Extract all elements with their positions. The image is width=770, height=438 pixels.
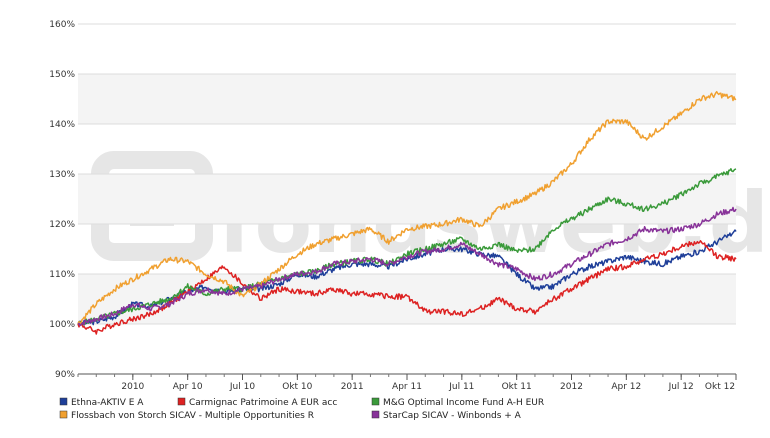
x-tick-label: Apr 10 [173,382,203,392]
x-tick-label: 2010 [121,382,144,392]
x-tick-label: Okt 12 [705,382,735,392]
x-tick-label: 2012 [560,382,583,392]
x-tick-label: Jul 12 [668,382,694,392]
x-tick-label: Okt 10 [282,382,312,392]
legend-label: Ethna-AKTIV E A [71,398,144,408]
y-tick-label: 90% [55,370,75,380]
series-line [77,90,737,325]
legend-swatch [371,410,380,419]
y-tick-label: 160% [49,20,75,30]
x-tick-label: Okt 11 [502,382,532,392]
x-tick-label: Jul 10 [229,382,255,392]
x-axis: 2010 Apr 10 Jul 10 Okt 10 2011 Apr 11 Jul 11 Ok… [77,373,737,392]
legend-label: M&G Optimal Income Fund A-H EUR [383,398,544,408]
legend-label: StarCap SICAV - Winbonds + A [383,411,522,421]
plot-bands [78,74,736,324]
legend-label: Carmignac Patrimoine A EUR acc [189,398,337,408]
legend: Ethna-AKTIV E A Carmignac Patrimoine A EU… [59,397,544,421]
y-tick-label: 110% [49,270,75,280]
series-line [77,168,737,326]
plot-band [78,74,736,124]
x-tick-label: Apr 12 [611,382,641,392]
x-tick-label: 2011 [341,382,364,392]
y-tick-label: 100% [49,320,75,330]
y-tick-label: 150% [49,70,75,80]
x-tick-label: Jul 11 [448,382,474,392]
legend-swatch [371,397,380,406]
legend-swatch [59,410,68,419]
y-tick-label: 120% [49,220,75,230]
series-lines [77,90,737,335]
y-tick-label: 130% [49,170,75,180]
y-axis: 90% 100% 110% 120% 130% 140% 150% 160% [49,20,75,380]
plot-band [78,174,736,224]
plot-band [78,274,736,324]
x-tick-label: Apr 11 [392,382,422,392]
series-line [77,206,737,327]
legend-swatch [59,397,68,406]
legend-swatch [177,397,186,406]
y-tick-label: 140% [49,120,75,130]
legend-label: Flossbach von Storch SICAV - Multiple Op… [71,411,314,421]
